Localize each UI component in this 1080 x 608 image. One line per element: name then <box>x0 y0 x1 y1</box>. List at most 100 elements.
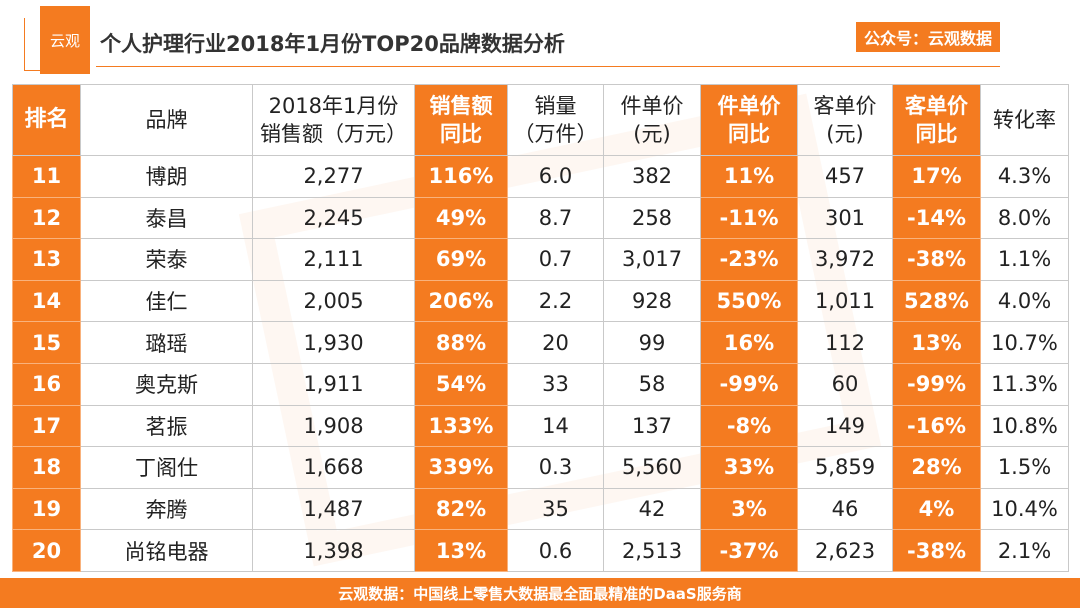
cell-sales: 1,908 <box>252 404 415 448</box>
cell-unit-price-yoy: -8% <box>700 404 798 448</box>
cell-unit-price: 58 <box>603 362 701 406</box>
cell-sales-yoy: 13% <box>414 529 508 572</box>
cell-customer-price-yoy: -99% <box>892 362 981 406</box>
cell-rank: 12 <box>12 196 81 240</box>
cell-customer-price-yoy: -16% <box>892 404 981 448</box>
cell-volume: 6.0 <box>507 155 604 198</box>
cell-unit-price-yoy: 3% <box>700 487 798 531</box>
cell-unit-price: 137 <box>603 404 701 448</box>
cell-unit-price-yoy: 33% <box>700 446 798 489</box>
cell-volume: 2.2 <box>507 279 604 323</box>
cell-unit-price: 382 <box>603 155 701 198</box>
cell-customer-price-yoy: 4% <box>892 487 981 531</box>
wechat-account-badge: 公众号：云观数据 <box>855 22 1000 52</box>
page-title: 个人护理行业2018年1月份TOP20品牌数据分析 <box>100 32 565 56</box>
cell-sales: 1,487 <box>252 487 415 531</box>
cell-customer-price: 5,859 <box>797 446 893 489</box>
cell-customer-price-yoy: -14% <box>892 196 981 240</box>
cell-brand: 博朗 <box>80 155 253 198</box>
cell-sales: 2,245 <box>252 196 415 240</box>
cell-customer-price: 149 <box>797 404 893 448</box>
cell-rank: 17 <box>12 404 81 448</box>
table-row: 18 丁阁仕 1,668 339% 0.3 5,560 33% 5,859 28% 1.5% <box>12 446 1069 489</box>
cell-conversion: 11.3% <box>980 362 1069 406</box>
cell-volume: 14 <box>507 404 604 448</box>
cell-unit-price-yoy: 11% <box>700 155 798 198</box>
cell-brand: 尚铭电器 <box>80 529 253 572</box>
cell-brand: 奥克斯 <box>80 362 253 406</box>
cell-conversion: 1.1% <box>980 238 1069 281</box>
cell-volume: 33 <box>507 362 604 406</box>
cell-unit-price-yoy: -11% <box>700 196 798 240</box>
cell-customer-price-yoy: 17% <box>892 155 981 198</box>
col-header-rank: 排名 <box>12 84 81 156</box>
cell-unit-price-yoy: -23% <box>700 238 798 281</box>
cell-conversion: 4.3% <box>980 155 1069 198</box>
cell-sales-yoy: 82% <box>414 487 508 531</box>
cell-rank: 20 <box>12 529 81 572</box>
cell-rank: 11 <box>12 155 81 198</box>
cell-customer-price: 1,011 <box>797 279 893 323</box>
cell-unit-price: 3,017 <box>603 238 701 281</box>
cell-rank: 19 <box>12 487 81 531</box>
cell-customer-price-yoy: -38% <box>892 238 981 281</box>
cell-unit-price: 2,513 <box>603 529 701 572</box>
cell-sales-yoy: 88% <box>414 321 508 364</box>
cell-customer-price-yoy: 28% <box>892 446 981 489</box>
col-header-sales: 2018年1月份 销售额（万元） <box>252 84 415 156</box>
cell-rank: 15 <box>12 321 81 364</box>
table-row: 14 佳仁 2,005 206% 2.2 928 550% 1,011 528% 4.0% <box>12 279 1069 323</box>
table-row: 17 茗振 1,908 133% 14 137 -8% 149 -16% 10.8% <box>12 404 1069 448</box>
cell-volume: 0.6 <box>507 529 604 572</box>
cell-sales: 2,005 <box>252 279 415 323</box>
col-header-customer-price: 客单价 (元) <box>797 84 893 156</box>
cell-unit-price-yoy: 550% <box>700 279 798 323</box>
cell-brand: 泰昌 <box>80 196 253 240</box>
cell-unit-price: 42 <box>603 487 701 531</box>
cell-sales-yoy: 206% <box>414 279 508 323</box>
cell-conversion: 1.5% <box>980 446 1069 489</box>
cell-volume: 35 <box>507 487 604 531</box>
cell-rank: 14 <box>12 279 81 323</box>
cell-customer-price: 301 <box>797 196 893 240</box>
table-row: 12 泰昌 2,245 49% 8.7 258 -11% 301 -14% 8.0% <box>12 196 1069 240</box>
cell-sales-yoy: 133% <box>414 404 508 448</box>
cell-brand: 丁阁仕 <box>80 446 253 489</box>
cell-unit-price: 99 <box>603 321 701 364</box>
cell-sales: 2,111 <box>252 238 415 281</box>
table-row: 11 博朗 2,277 116% 6.0 382 11% 457 17% 4.3% <box>12 155 1069 198</box>
cell-sales-yoy: 49% <box>414 196 508 240</box>
cell-customer-price-yoy: 528% <box>892 279 981 323</box>
cell-conversion: 10.7% <box>980 321 1069 364</box>
table-header-row: 排名 品牌 2018年1月份 销售额（万元） 销售额 同比 销量 （万件） 件单价 (元… <box>12 84 1069 156</box>
table-row: 15 璐瑶 1,930 88% 20 99 16% 112 13% 10.7% <box>12 321 1069 364</box>
cell-customer-price-yoy: 13% <box>892 321 981 364</box>
cell-customer-price: 46 <box>797 487 893 531</box>
cell-sales-yoy: 69% <box>414 238 508 281</box>
cell-customer-price: 457 <box>797 155 893 198</box>
cell-unit-price: 258 <box>603 196 701 240</box>
table-body: 11 博朗 2,277 116% 6.0 382 11% 457 17% 4.3% 12 泰昌 2,24… <box>12 155 1069 572</box>
col-header-unit-price: 件单价 (元) <box>603 84 701 156</box>
cell-volume: 0.3 <box>507 446 604 489</box>
cell-conversion: 4.0% <box>980 279 1069 323</box>
title-divider <box>96 66 1000 67</box>
cell-customer-price: 60 <box>797 362 893 406</box>
cell-unit-price-yoy: -99% <box>700 362 798 406</box>
cell-rank: 18 <box>12 446 81 489</box>
cell-rank: 13 <box>12 238 81 281</box>
cell-conversion: 8.0% <box>980 196 1069 240</box>
cell-sales: 1,398 <box>252 529 415 572</box>
cell-unit-price: 928 <box>603 279 701 323</box>
cell-sales-yoy: 54% <box>414 362 508 406</box>
brand-logo: 云观 <box>40 6 90 74</box>
cell-volume: 0.7 <box>507 238 604 281</box>
cell-conversion: 10.8% <box>980 404 1069 448</box>
cell-volume: 8.7 <box>507 196 604 240</box>
table-row: 20 尚铭电器 1,398 13% 0.6 2,513 -37% 2,623 -38% 2.1% <box>12 529 1069 572</box>
cell-sales: 1,668 <box>252 446 415 489</box>
cell-volume: 20 <box>507 321 604 364</box>
col-header-sales-yoy: 销售额 同比 <box>414 84 508 156</box>
cell-sales: 2,277 <box>252 155 415 198</box>
cell-sales: 1,911 <box>252 362 415 406</box>
